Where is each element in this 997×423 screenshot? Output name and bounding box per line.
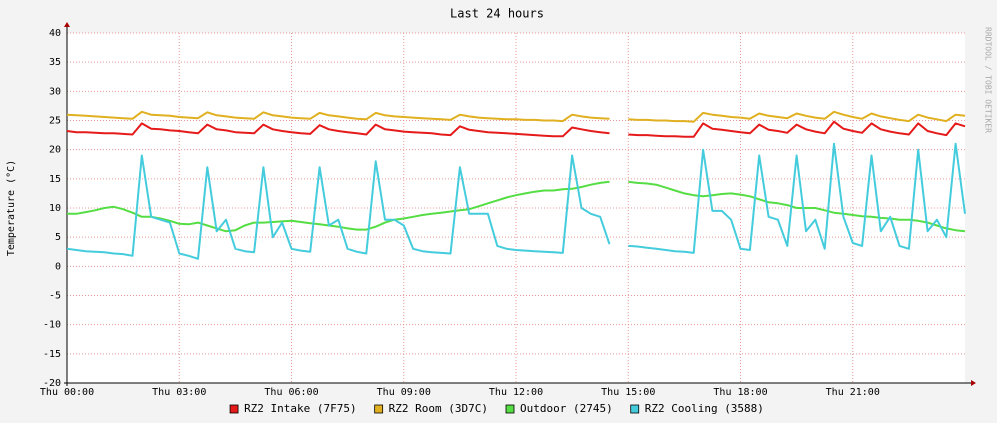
y-tick-label: 35 <box>49 57 61 68</box>
x-axis-arrow <box>971 380 976 386</box>
x-tick-label: Thu 03:00 <box>152 387 206 398</box>
x-tick-label: Thu 15:00 <box>601 387 655 398</box>
legend-label: RZ2 Cooling (3588) <box>645 402 764 415</box>
series-line <box>66 110 966 123</box>
y-tick-label: -15 <box>43 349 61 360</box>
legend-swatch <box>505 404 515 414</box>
legend-swatch <box>630 404 640 414</box>
y-tick-label: 10 <box>49 203 61 214</box>
y-tick-label: -5 <box>49 291 61 302</box>
x-tick-label: Thu 21:00 <box>826 387 880 398</box>
y-tick-label: 0 <box>55 261 61 272</box>
legend-label: RZ2 Room (3D7C) <box>389 402 488 415</box>
x-tick-label: Thu 09:00 <box>377 387 431 398</box>
legend-swatch <box>229 404 239 414</box>
y-tick-label: 5 <box>55 232 61 243</box>
y-tick-label: 40 <box>49 28 61 39</box>
y-axis-arrow <box>64 22 70 27</box>
x-tick-label: Thu 12:00 <box>489 387 543 398</box>
y-tick-label: 15 <box>49 174 61 185</box>
x-tick-label: Thu 18:00 <box>713 387 767 398</box>
watermark: RRDTOOL / TOBI OETIKER <box>984 27 993 133</box>
series-line <box>66 142 966 260</box>
y-tick-label: 25 <box>49 116 61 127</box>
legend-label: Outdoor (2745) <box>520 402 613 415</box>
chart-title: Last 24 hours <box>450 7 544 21</box>
series-line <box>66 120 966 138</box>
y-tick-label: 30 <box>49 86 61 97</box>
x-tick-label: Thu 06:00 <box>264 387 318 398</box>
y-tick-label: -20 <box>43 378 61 389</box>
y-tick-label: 20 <box>49 145 61 156</box>
y-axis-label: Temperature (°C) <box>6 160 17 256</box>
legend-swatch <box>374 404 384 414</box>
y-tick-label: -10 <box>43 320 61 331</box>
legend-label: RZ2 Intake (7F75) <box>244 402 357 415</box>
x-tick-label: Thu 00:00 <box>40 387 94 398</box>
